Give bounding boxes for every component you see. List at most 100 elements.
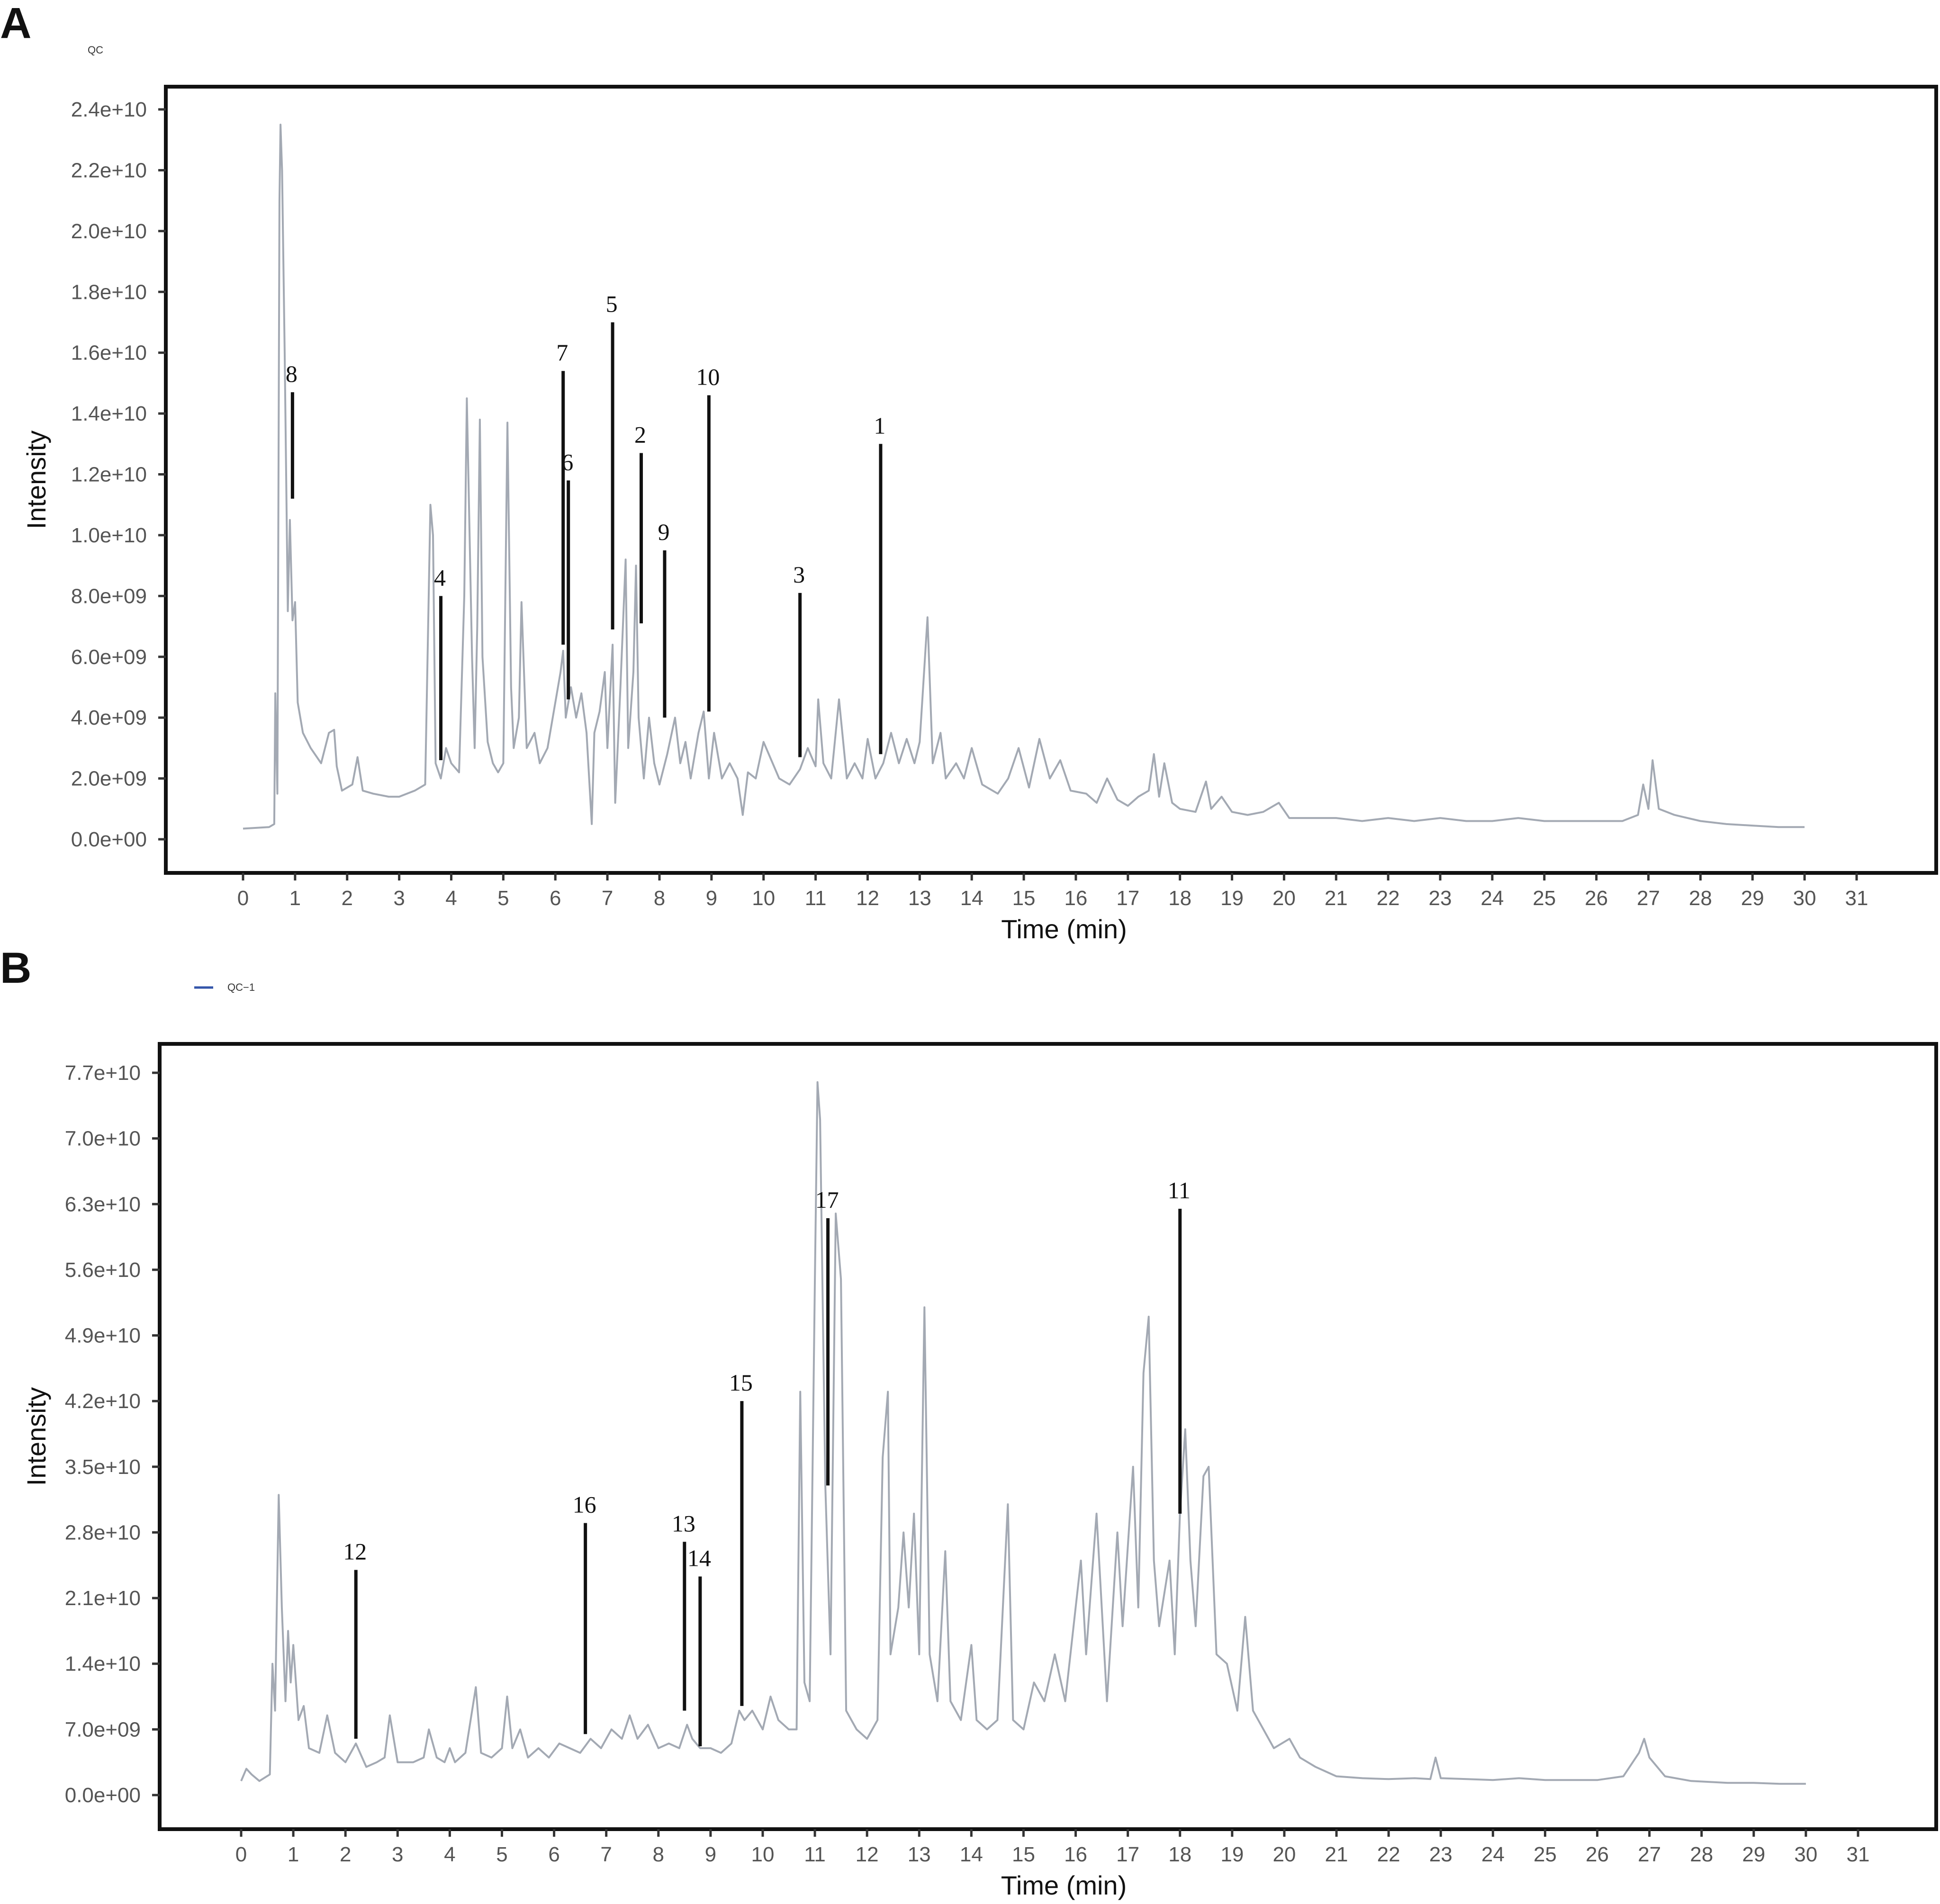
peak-label: 13 <box>672 1510 695 1536</box>
x-tick-label: 8 <box>653 1843 664 1866</box>
x-tick-label: 1 <box>289 887 301 910</box>
x-tick-label: 2 <box>341 887 352 910</box>
x-tick-label: 6 <box>550 887 561 910</box>
peak-label: 3 <box>793 561 805 588</box>
x-tick-label: 13 <box>908 887 931 910</box>
y-tick-label: 2.4e+10 <box>71 98 147 121</box>
y-tick-label: 2.0e+10 <box>71 220 147 243</box>
y-tick-label: 4.2e+10 <box>65 1390 141 1413</box>
x-tick-label: 23 <box>1429 1843 1453 1866</box>
x-tick-label: 15 <box>1012 1843 1035 1866</box>
x-tick-label: 28 <box>1690 1843 1713 1866</box>
chromatogram-trace <box>240 1081 1806 1785</box>
x-tick-label: 15 <box>1012 887 1036 910</box>
x-tick-label: 14 <box>960 887 984 910</box>
x-tick-label: 25 <box>1534 1843 1557 1866</box>
y-tick-label: 0.0e+00 <box>71 828 147 851</box>
x-tick-label: 22 <box>1377 887 1400 910</box>
panel-letter-b: B <box>0 944 31 992</box>
peak-label: 16 <box>573 1491 596 1518</box>
y-tick-label: 1.4e+10 <box>65 1653 141 1676</box>
panel-letter-a: A <box>0 0 31 47</box>
peak-label: 9 <box>658 519 669 545</box>
x-tick-label: 30 <box>1793 887 1816 910</box>
x-tick-label: 0 <box>235 1843 247 1866</box>
x-tick-label: 31 <box>1845 887 1868 910</box>
y-tick-label: 3.5e+10 <box>65 1455 141 1479</box>
peak-label: 2 <box>634 422 646 448</box>
peak-label: 5 <box>606 290 618 317</box>
x-tick-label: 22 <box>1377 1843 1400 1866</box>
x-tick-label: 9 <box>706 887 717 910</box>
x-tick-label: 6 <box>548 1843 559 1866</box>
peak-label: 1 <box>874 412 885 439</box>
y-tick-label: 1.6e+10 <box>71 341 147 365</box>
y-tick-label: 1.0e+10 <box>71 524 147 547</box>
x-tick-label: 20 <box>1272 1843 1296 1866</box>
y-tick-label: 2.0e+09 <box>71 767 147 790</box>
x-tick-label: 27 <box>1637 887 1660 910</box>
x-tick-label: 5 <box>497 887 509 910</box>
x-tick-label: 7 <box>602 887 613 910</box>
x-tick-label: 30 <box>1794 1843 1817 1866</box>
y-tick-label: 2.8e+10 <box>65 1521 141 1544</box>
peak-label: 14 <box>687 1545 711 1572</box>
x-tick-label: 24 <box>1481 1843 1505 1866</box>
legend-label: QC−1 <box>227 981 255 993</box>
x-tick-label: 31 <box>1847 1843 1870 1866</box>
y-tick-label: 7.0e+09 <box>65 1718 141 1741</box>
y-tick-label: 5.6e+10 <box>65 1258 141 1282</box>
legend-label: QC <box>88 44 103 56</box>
x-tick-label: 18 <box>1168 887 1191 910</box>
x-tick-label: 11 <box>805 887 827 910</box>
x-tick-label: 0 <box>237 887 249 910</box>
plot-frame <box>158 1042 1938 1831</box>
x-tick-label: 23 <box>1429 887 1452 910</box>
x-tick-label: 3 <box>393 887 405 910</box>
x-tick-label: 10 <box>751 1843 774 1866</box>
y-tick-label: 7.0e+10 <box>65 1127 141 1150</box>
x-tick-label: 19 <box>1220 887 1244 910</box>
x-tick-label: 26 <box>1586 1843 1609 1866</box>
x-tick-label: 28 <box>1689 887 1712 910</box>
x-tick-label: 24 <box>1480 887 1504 910</box>
plot-frame <box>164 85 1938 875</box>
peak-label: 8 <box>286 360 298 387</box>
y-tick-label: 1.4e+10 <box>71 402 147 425</box>
y-tick-label: 2.1e+10 <box>65 1587 141 1610</box>
x-tick-label: 20 <box>1272 887 1296 910</box>
peak-label: 7 <box>556 339 568 366</box>
x-tick-label: 18 <box>1168 1843 1191 1866</box>
y-tick-label: 0.0e+00 <box>65 1784 141 1807</box>
x-tick-label: 9 <box>705 1843 716 1866</box>
x-tick-label: 27 <box>1638 1843 1661 1866</box>
peak-label: 15 <box>729 1369 753 1396</box>
y-tick-label: 6.0e+09 <box>71 646 147 669</box>
x-tick-label: 21 <box>1325 1843 1348 1866</box>
y-tick-label: 4.9e+10 <box>65 1324 141 1347</box>
x-tick-label: 8 <box>654 887 665 910</box>
x-tick-label: 21 <box>1325 887 1348 910</box>
x-tick-label: 16 <box>1064 887 1087 910</box>
x-tick-label: 1 <box>288 1843 299 1866</box>
x-tick-label: 10 <box>752 887 775 910</box>
chromatogram-trace <box>243 124 1805 830</box>
y-tick-label: 1.2e+10 <box>71 463 147 486</box>
y-tick-label: 2.2e+10 <box>71 159 147 182</box>
peak-label: 11 <box>1168 1177 1191 1203</box>
peak-label: 10 <box>696 364 720 390</box>
y-tick-label: 4.0e+09 <box>71 706 147 729</box>
x-tick-label: 2 <box>340 1843 351 1866</box>
x-tick-label: 14 <box>960 1843 983 1866</box>
x-axis-title: Time (min) <box>1001 1870 1127 1900</box>
y-tick-label: 8.0e+09 <box>71 584 147 608</box>
x-tick-label: 17 <box>1116 1843 1139 1866</box>
peak-label: 17 <box>815 1186 839 1213</box>
y-axis-title: Intensity <box>21 431 51 530</box>
x-tick-label: 26 <box>1585 887 1608 910</box>
x-tick-label: 29 <box>1742 1843 1765 1866</box>
x-tick-label: 13 <box>908 1843 931 1866</box>
x-tick-label: 11 <box>804 1843 826 1866</box>
x-tick-label: 3 <box>392 1843 403 1866</box>
